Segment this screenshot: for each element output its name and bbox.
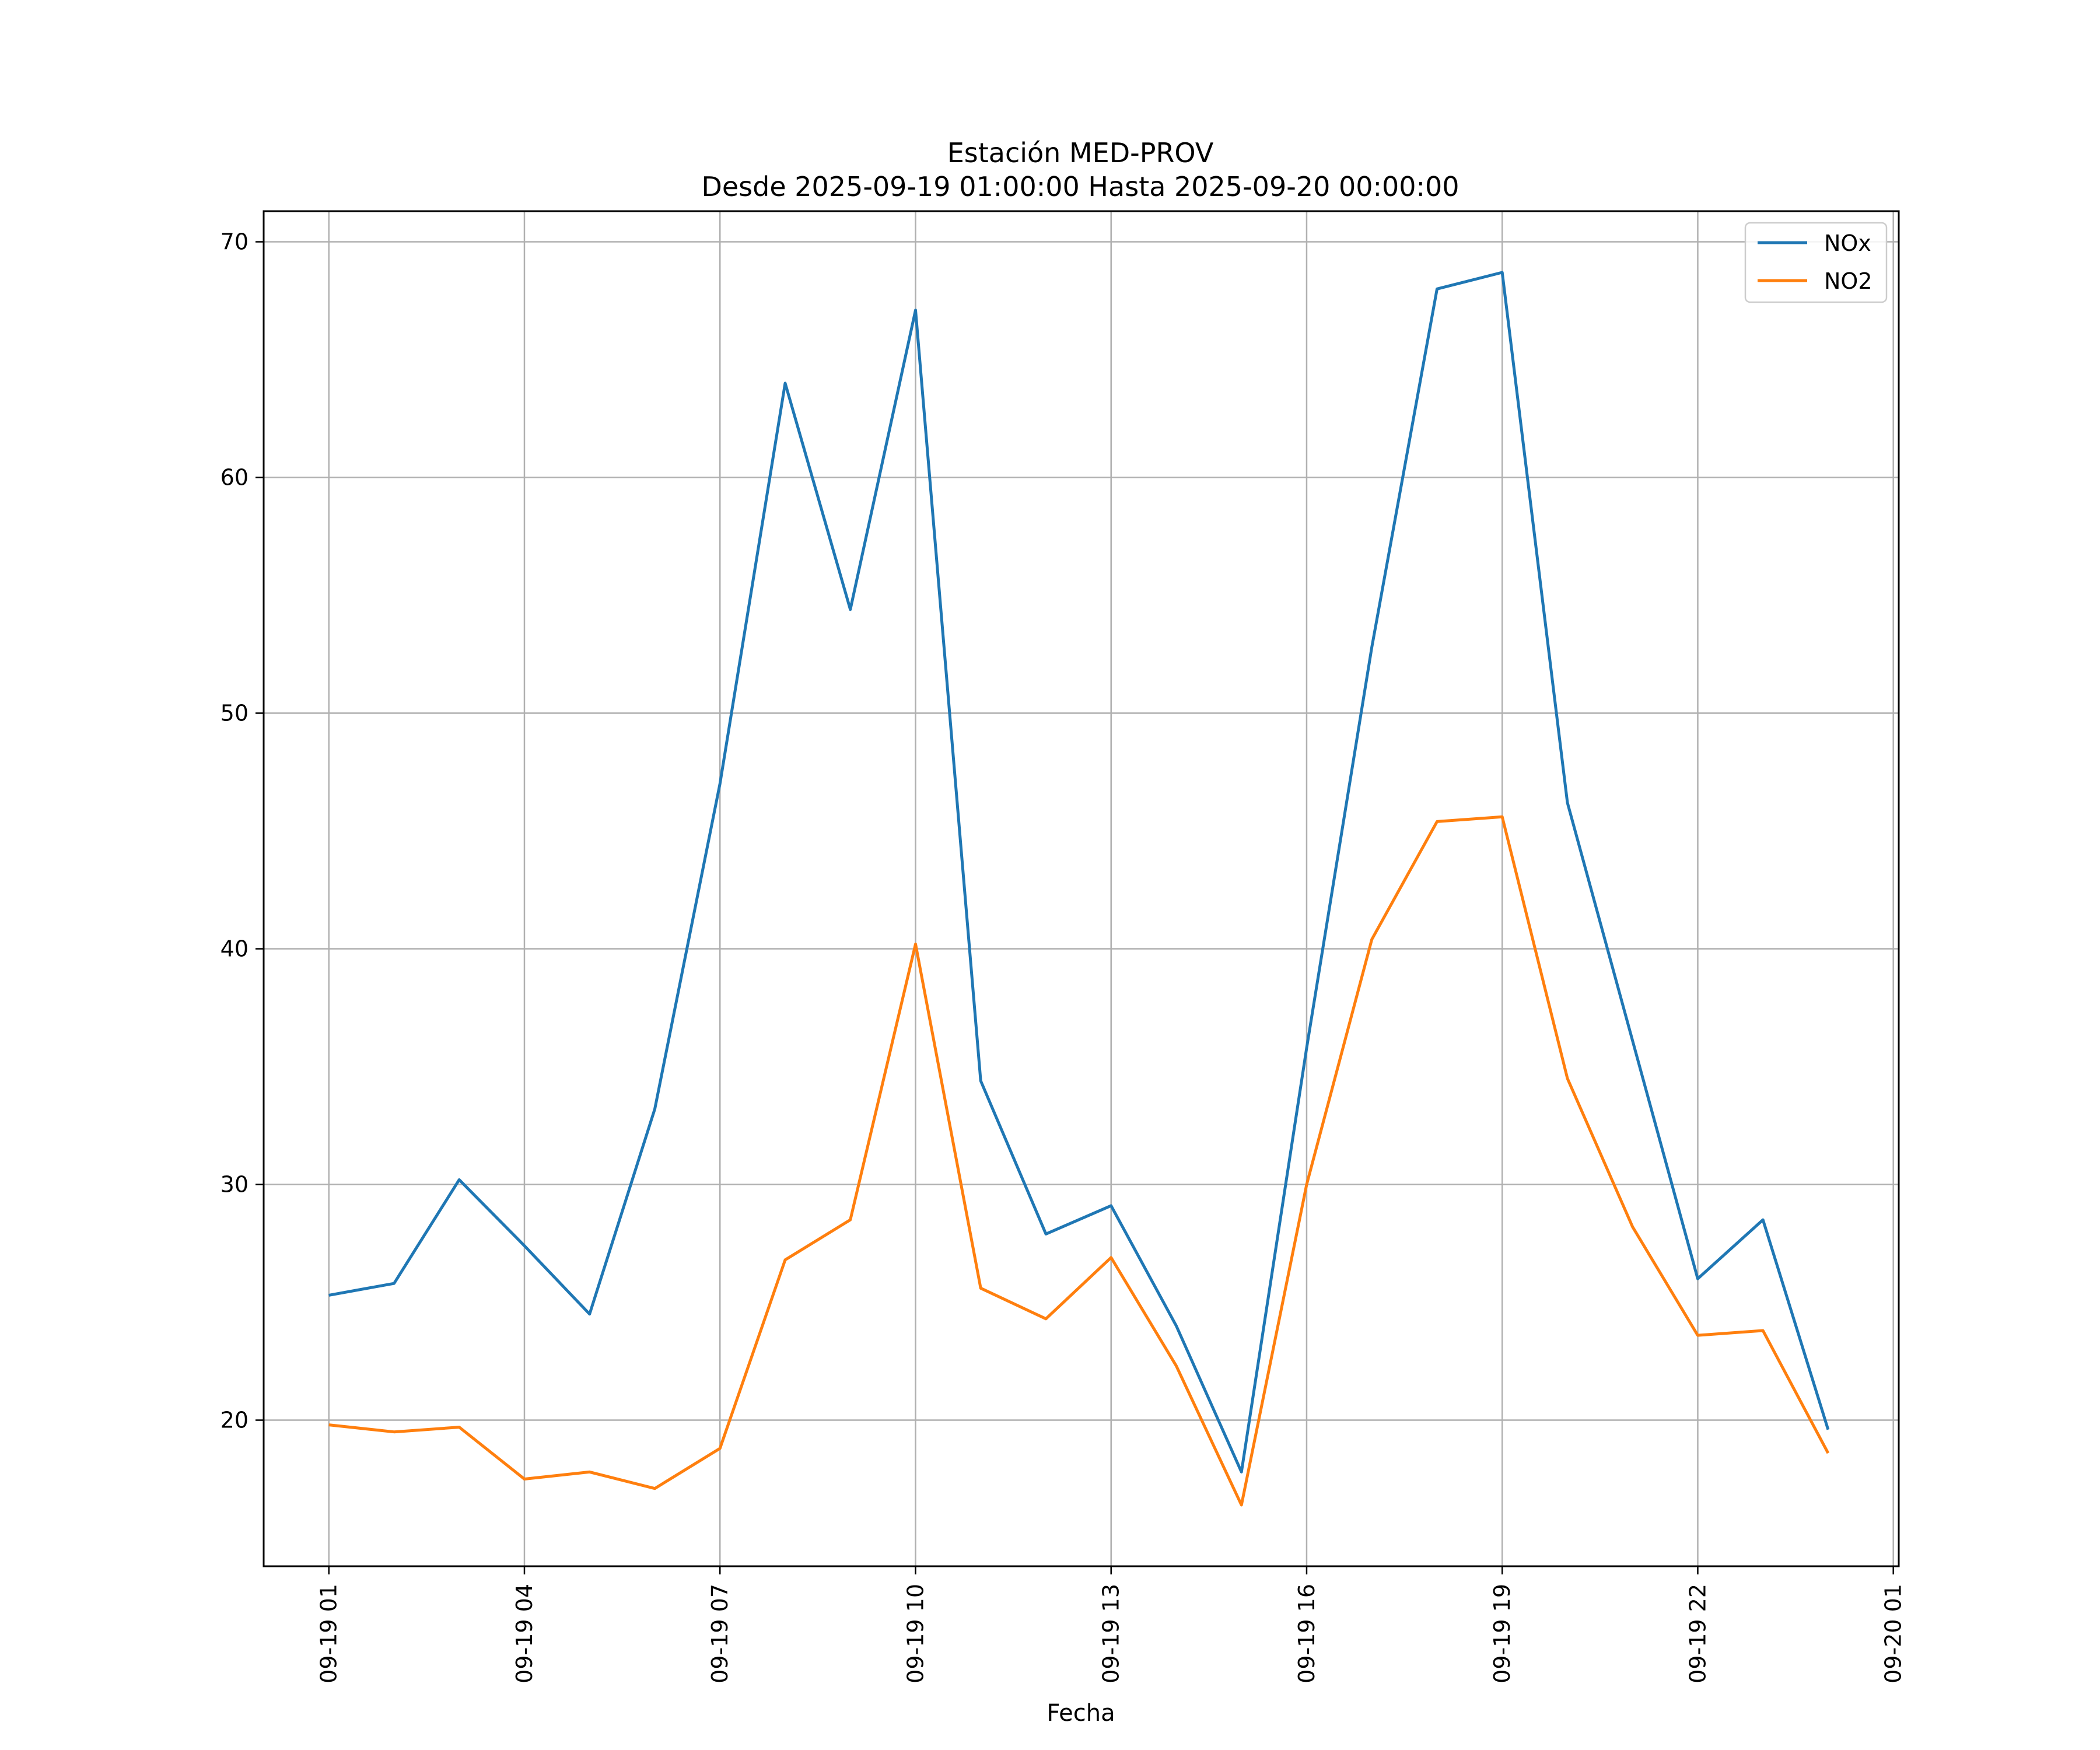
x-tick-label: 09-20 01 [1881,1584,1906,1684]
series-line-nox [328,271,1830,1474]
plot-frame [262,210,1900,1567]
series-line-no2 [328,815,1830,1507]
chart-subtitle: Desde 2025-09-19 01:00:00 Hasta 2025-09-… [701,171,1459,202]
x-tick-label: 09-19 04 [512,1584,537,1684]
y-tick-label: 40 [220,936,249,962]
y-tick-label: 30 [220,1172,249,1198]
grid-lines [264,211,1899,1566]
x-tick-label: 09-19 01 [316,1584,342,1684]
x-tick-label: 09-19 13 [1098,1584,1124,1684]
legend-label-nox: NOx [1824,230,1871,256]
y-axis-ticks: 20 30 40 50 60 70 [220,229,264,1433]
y-tick-label: 60 [220,465,249,491]
x-axis-ticks: 09-19 01 09-19 04 09-19 07 09-19 10 09-19 13… [316,1566,1906,1684]
x-tick-label: 09-19 19 [1489,1584,1515,1684]
legend-label-no2: NO2 [1824,268,1873,294]
series-layer [328,271,1830,1507]
x-tick-label: 09-19 16 [1294,1584,1320,1684]
x-axis-label: Fecha [1046,1700,1115,1727]
x-tick-label: 09-19 22 [1685,1584,1710,1684]
y-tick-label: 70 [220,229,249,255]
x-tick-label: 09-19 10 [902,1584,928,1684]
chart-title: Estación MED-PROV [947,137,1214,169]
x-tick-label: 09-19 07 [707,1584,733,1684]
legend: NOx NO2 [1744,222,1888,303]
y-tick-label: 20 [220,1408,249,1433]
y-tick-label: 50 [220,701,249,726]
